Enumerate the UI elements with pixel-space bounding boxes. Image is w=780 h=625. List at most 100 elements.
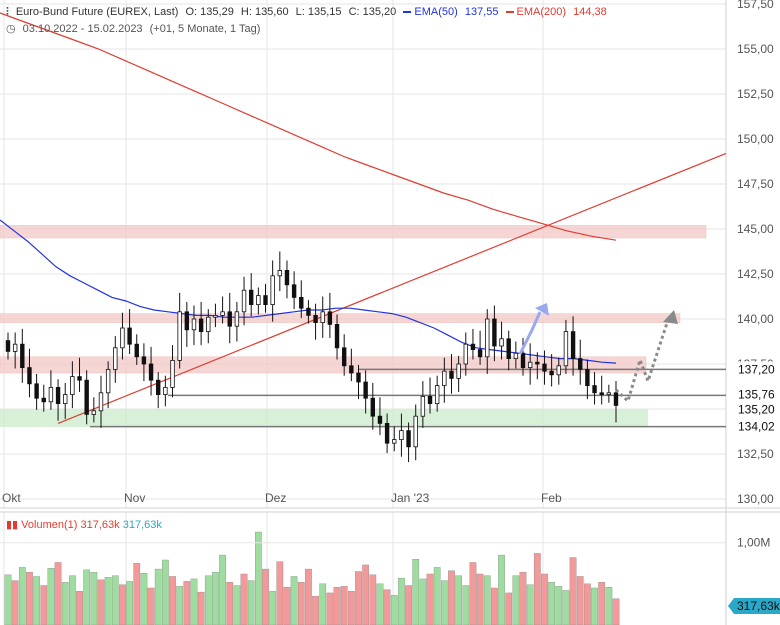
- volume-bar: [491, 587, 498, 625]
- volume-bar: [505, 592, 513, 625]
- volume-bar: [26, 572, 33, 625]
- candle-body: [234, 311, 240, 327]
- volume-bar: [333, 586, 341, 625]
- candle-body: [520, 352, 526, 369]
- price-badge-bg: [728, 401, 780, 418]
- ema200-swatch: [505, 11, 514, 14]
- volume-bar: [104, 577, 112, 625]
- candle-body: [599, 392, 604, 395]
- price-zones: [0, 225, 707, 427]
- candle-body: [63, 394, 68, 405]
- volume-value-teal: 317,63k: [122, 519, 162, 531]
- y-tick-label: 155,00: [737, 42, 774, 56]
- resistance-zone: [0, 356, 647, 374]
- candle-body: [12, 343, 18, 352]
- y-tick-label: 142,50: [737, 267, 774, 281]
- candle-body: [370, 397, 375, 417]
- volume-bar: [369, 574, 377, 625]
- volume-bar: [90, 572, 98, 625]
- candle-body: [198, 318, 204, 332]
- ema50-polyline: [0, 219, 617, 364]
- ema200-label: EMA(200): [516, 6, 567, 18]
- candle-body: [120, 327, 125, 349]
- candle-body: [220, 311, 225, 316]
- volume-bar: [519, 572, 527, 625]
- volume-bar: [197, 591, 205, 625]
- volume-bar: [362, 564, 369, 625]
- x-tick-label: Dez: [265, 491, 286, 505]
- price-badge-bg: [728, 361, 780, 378]
- candle-body: [270, 275, 275, 305]
- candle-body: [277, 269, 283, 277]
- candle-body: [377, 415, 383, 424]
- volume-bar: [305, 568, 312, 625]
- candle-body: [413, 415, 418, 448]
- volume-bar: [319, 583, 327, 625]
- trendline: [57, 152, 727, 424]
- candle-body: [134, 343, 139, 358]
- candle-body: [263, 295, 268, 306]
- volume-bar: [262, 568, 269, 625]
- volume-bar: [376, 583, 384, 625]
- y-tick-label: 145,00: [737, 222, 774, 236]
- volume-bar: [226, 582, 234, 625]
- candle-body: [356, 372, 361, 383]
- candle-body: [363, 381, 368, 399]
- price-badge-label: 137,20: [738, 362, 775, 376]
- candle-body: [485, 318, 490, 358]
- candles: [5, 251, 619, 463]
- volume-bar: [605, 586, 613, 625]
- volume-bar: [498, 554, 505, 625]
- volume-bar: [154, 568, 162, 625]
- price-badge-bg: [728, 418, 780, 435]
- volume-bar: [340, 586, 348, 625]
- candle-body: [392, 439, 397, 444]
- resistance-zone: [0, 313, 681, 323]
- volume-bar: [119, 584, 126, 625]
- candle-body: [506, 338, 511, 359]
- candle-body: [542, 363, 547, 372]
- candle-body: [434, 385, 440, 405]
- volume-bar: [69, 575, 76, 625]
- volume-bar: [448, 570, 455, 625]
- candle-body: [163, 386, 168, 395]
- x-tick-label: Nov: [124, 491, 145, 505]
- forecast-arrows: [518, 303, 678, 404]
- volume-bar: [419, 578, 427, 625]
- grey-arrow-head: [663, 310, 678, 324]
- candle-body: [556, 365, 561, 376]
- volume-value-red: 317,63k: [80, 519, 120, 531]
- volume-bar: [533, 553, 541, 625]
- y-tick-label: 132,50: [737, 447, 774, 461]
- resistance-zone: [0, 225, 707, 239]
- volume-bar: [462, 585, 470, 625]
- y-tick-label: 152,50: [737, 87, 774, 101]
- volume-label: Volumen(1): [21, 519, 78, 531]
- volume-bar: [255, 531, 262, 625]
- volume-bar: [33, 576, 40, 625]
- candle-body: [34, 383, 39, 399]
- volume-bars: [4, 531, 620, 625]
- candle-body: [334, 323, 340, 349]
- candle-body: [477, 349, 483, 358]
- candle-body: [291, 284, 297, 298]
- volume-bar: [541, 573, 548, 625]
- volume-bar: [598, 582, 606, 625]
- candle-body: [299, 296, 304, 309]
- volume-bar: [11, 580, 19, 625]
- candle-body: [5, 340, 11, 352]
- chart-header: ⫶ Euro-Bund Future (EUREX, Last) O: 135,…: [6, 6, 611, 19]
- volume-bar: [111, 575, 119, 625]
- candle-body: [156, 379, 161, 396]
- y-tick-label: 150,00: [737, 132, 774, 146]
- candle-body: [248, 289, 254, 306]
- volume-bar: [483, 575, 491, 625]
- volume-bar: [326, 592, 334, 625]
- candle-body: [184, 311, 190, 331]
- candle-body: [349, 365, 354, 374]
- candle-body: [320, 311, 325, 323]
- volume-bar: [555, 586, 563, 625]
- candle-body: [384, 422, 390, 444]
